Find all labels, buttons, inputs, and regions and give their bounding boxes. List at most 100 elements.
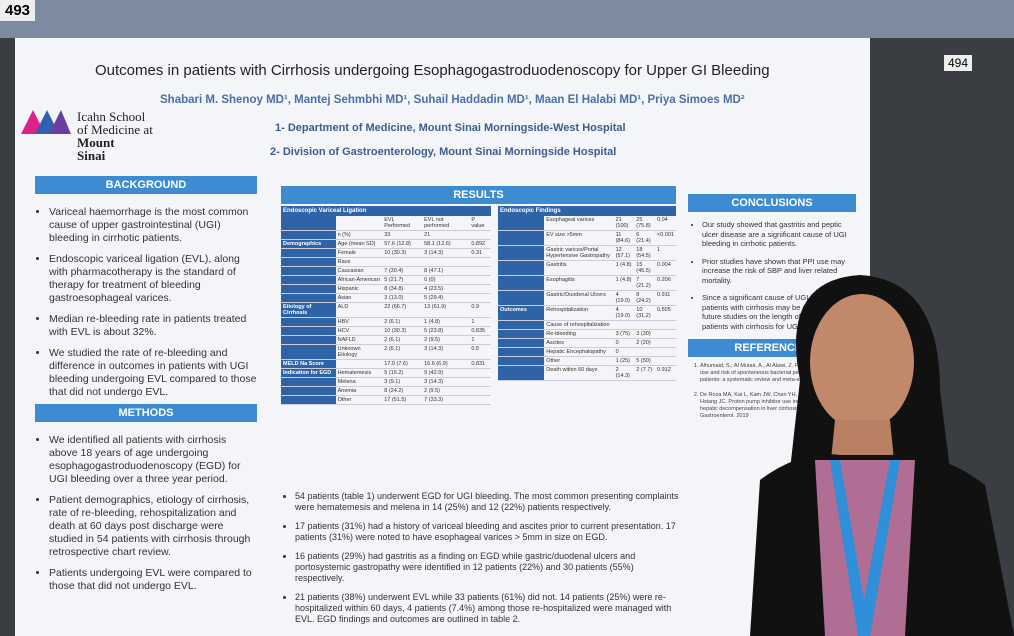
cell [498,290,545,306]
cell [469,230,491,240]
bullet: De Roza MA, Kai L, Kam JW, Chan YH, Kwek… [700,392,856,420]
cell: 1 (4.8) [422,317,470,327]
table-row: HCV 10 (30.3) 5 (23.8) 0.835 [281,326,491,336]
cell [281,293,336,303]
bullet: 16 patients (29%) had gastritis as a fin… [295,551,685,584]
cell [469,257,491,267]
cell: 0.912 [655,365,676,381]
cell [335,216,383,231]
bullet: Alhumaid, S., Al Mutair, A., Al Alawi, Z… [700,363,856,384]
cell: Outcomes [498,305,545,321]
cell: 8 (24.2) [382,386,423,396]
cell: Gastric/Duodenal Ulcers [544,290,614,306]
cell: 0 (0) [422,275,470,285]
cell: 3 (14.3) [422,377,470,387]
section-heading: RESULTS [281,186,676,204]
booth-number: 494 [944,55,973,71]
cell: Esophageal varices [544,216,614,231]
cell: 22 (66.7) [382,302,423,318]
methods-section: METHODS We identified all patients with … [35,404,257,601]
section-heading: METHODS [35,404,257,422]
cell: 10 (30.3) [382,248,423,258]
cell: Indication for EGD [281,368,336,378]
cell: 5 (29.4) [422,293,470,303]
cell: 13 (61.9) [422,302,470,318]
cell: 15 (45.5) [634,260,655,276]
logo-text: Icahn School of Medicine at Mount Sinai [77,110,153,162]
cell: 18 (54.5) [634,245,655,261]
cell: 3 (13.0) [382,293,423,303]
table-row: Re-bleeding 3 (75) 3 (30) [498,329,676,339]
poster-title: Outcomes in patients with Cirrhosis unde… [95,62,770,79]
column-header: EVL Performed [382,216,423,231]
cell: Death within 60 days [544,365,614,381]
presenter [750,275,1014,636]
table-row: Gastritis 1 (4.8) 15 (45.5) 0.004 [498,260,676,276]
poster: Outcomes in patients with Cirrhosis unde… [15,38,870,636]
cell: Etiology of Cirrhosis [281,302,336,318]
cell [281,326,336,336]
cell [469,266,491,276]
cell [469,293,491,303]
cell [281,275,336,285]
table-row: HBV 2 (6.1) 1 (4.8) 1 [281,317,491,327]
cell: MELD Na Score [281,359,336,369]
cell: 2 (14.3) [613,365,635,381]
affiliation: 2- Division of Gastroenterology, Mount S… [270,146,617,158]
logo-mark [21,110,71,134]
table-row: African-American 5 (21.7) 0 (0) [281,275,491,285]
logo-line: of Medicine at [77,122,153,137]
cell [498,347,545,357]
cell: 2 (6.1) [382,344,423,360]
table-row: Hispanic 8 (34.8) 4 (23.5) [281,284,491,294]
booth-number: 493 [0,0,36,21]
cell: Race [335,257,383,267]
cell [655,320,676,330]
bullet: 21 patients (38%) underwent EVL while 33… [295,592,685,625]
cell: Gastric varices/Portal Hypertensive Gast… [544,245,614,261]
bullet-list: Variceal haemorrhage is the most common … [35,206,257,399]
table-row: Indication for EGD Hematemesis 5 (15.2) 9 (… [281,368,491,378]
cell: 1 (4.8) [613,275,635,291]
cell: 1 [469,335,491,345]
cell [498,216,545,231]
table-row: Other 17 (51.5) 7 (33.3) [281,395,491,405]
cell: 4 (19.0) [613,305,635,321]
table-1: Endoscopic Variceal Ligation EVL Perform… [281,206,491,405]
cell: 17.0 (7.6) [382,359,423,369]
cell: 6 (21.4) [634,230,655,246]
table-row: Esophageal varices 21 (100) 25 (75.8) 0.04 [498,216,676,231]
cell: 58.1 (12.6) [422,239,470,249]
cell: 7 (33.3) [422,395,470,405]
table-row: Other 1 (25) 5 (50) [498,356,676,366]
cell: 1 (25) [613,356,635,366]
cell [469,395,491,405]
table-2: Endoscopic Findings Esophageal varices 21… [498,206,676,381]
cell: 3 (9.1) [382,377,423,387]
cell [281,386,336,396]
cell [335,359,383,369]
table-caption: Endoscopic Variceal Ligation [281,206,491,216]
cell: 0.911 [655,290,676,306]
lanyard [830,460,900,636]
cell [281,335,336,345]
authors: Shabari M. Shenoy MD¹, Mantej Sehmbhi MD… [160,94,745,106]
bullet: Median re-bleeding rate in patients trea… [49,313,257,339]
cell: Asian [335,293,383,303]
bullet: Prior studies have shown that PPI use ma… [702,257,856,286]
cell: 0.892 [469,239,491,249]
cell: 2 (20) [634,338,655,348]
cell: Rehospitalization [544,305,614,321]
cell: ALD [335,302,383,318]
table-row: Anemia 8 (24.2) 2 (9.5) [281,386,491,396]
reference-list: Alhumaid, S., Al Mutair, A., Al Alawi, Z… [688,363,856,420]
cell: 0.835 [469,326,491,336]
cell [281,257,336,267]
cell: Female [335,248,383,258]
cell: 0.206 [655,275,676,291]
table-row: Hepatic Encephalopathy 0 [498,347,676,357]
cell: Age (mean SD) [335,239,383,249]
bullet: Patients undergoing EVL were compared to… [49,567,257,593]
cell: Unknown Etiology [335,344,383,360]
cell: NAFLD [335,335,383,345]
